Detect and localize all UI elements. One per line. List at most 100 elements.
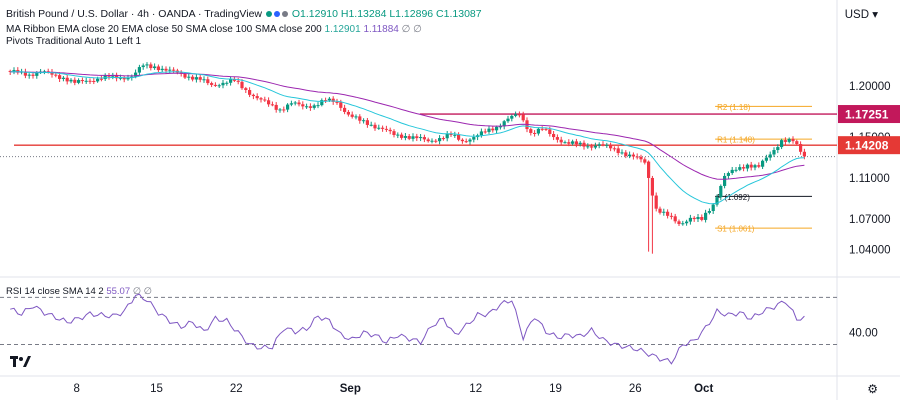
candle-body [61,77,65,79]
symbol-title[interactable]: British Pound / U.S. Dollar · 4h · OANDA… [6,8,262,20]
tradingview-logo-icon [10,356,31,367]
candle-body [286,104,290,110]
rsi-null-values: ∅ ∅ [132,286,152,297]
candle-body [12,70,16,72]
ohlc-values: O1.12910 H1.13284 L1.12896 C1.13087 [291,8,482,20]
pivot-label: P (1.092) [717,193,750,202]
candle-body [419,137,423,139]
candle-body [65,77,69,82]
candle-body [498,126,502,128]
candle-body [700,217,704,220]
candle-body [601,144,605,146]
candle-body [80,80,84,82]
candle-body [153,66,157,69]
ma-ribbon-label[interactable]: MA Ribbon EMA close 20 EMA close 50 SMA … [6,24,322,35]
candle-body [422,137,426,140]
candle-body [434,140,438,142]
candle-body [593,145,597,148]
candle-body [122,77,126,80]
candle-body [483,131,487,133]
pivots-label[interactable]: Pivots Traditional Auto 1 Left 1 [6,36,142,47]
pivot-label: S1 (1.061) [717,225,755,234]
candle-body [54,74,58,76]
candle-body [491,128,495,131]
candle-body [263,99,267,101]
candle-body [354,116,358,118]
candle-body [210,83,214,85]
candle-body [533,132,537,134]
candle-body [115,74,119,79]
rsi-legend[interactable]: RSI 14 close SMA 14 2 55.07 ∅ ∅ [6,286,152,297]
candle-body [521,114,525,121]
settings-gear-icon[interactable]: ⚙ [867,382,878,396]
candle-body [160,68,164,71]
candle-body [517,114,521,116]
x-tick-label: Oct [694,383,713,395]
candle-body [145,64,149,66]
candle-body [259,98,263,100]
candle-body [453,134,457,136]
delay-status-icon [281,11,288,18]
candle-body [563,142,567,144]
candle-body [506,118,510,122]
candle-body [248,90,252,95]
candle-body [270,104,274,106]
y-tick-label: 1.20000 [849,81,891,93]
candle-body [723,175,727,186]
x-tick-label: 26 [629,383,642,395]
candle-body [757,165,761,167]
candle-body [612,148,616,150]
candle-body [411,136,415,139]
candle-body [377,127,381,129]
candle-body [346,111,350,115]
candle-body [635,156,639,158]
candle-body [172,69,176,71]
symbol-header[interactable]: British Pound / U.S. Dollar · 4h · OANDA… [6,8,482,20]
candle-body [685,221,689,224]
candle-body [388,129,392,132]
candle-body [536,128,540,134]
candle-body [776,147,780,151]
y-tick-label: 1.04000 [849,245,891,257]
candle-body [502,121,506,127]
currency-menu[interactable]: USD ▾ [844,9,878,21]
candle-body [438,138,442,142]
data-source-icon [273,11,280,18]
candle-body [240,81,244,89]
candle-body [149,64,153,69]
candle-body [780,140,784,148]
rsi-line [10,293,805,365]
price-label-text: 1.14208 [845,139,889,153]
ma-ribbon-legend[interactable]: MA Ribbon EMA close 20 EMA close 50 SMA … [6,24,422,35]
y-tick-label: 1.07000 [849,214,891,226]
candle-body [23,71,27,76]
candle-body [662,211,666,213]
candle-body [472,137,476,140]
ma100-value: ∅ [401,24,411,35]
price-label-box [838,105,900,124]
candle-body [692,217,696,220]
candle-body [278,109,282,111]
candle-body [753,165,757,168]
candle-body [27,74,31,76]
market-status-icon [265,11,272,18]
candle-body [206,79,210,84]
candle-body [666,211,670,216]
rsi-tick-label: 40.00 [849,328,878,340]
candle-body [719,185,723,198]
candle-body [141,65,145,68]
rsi-label[interactable]: RSI 14 close SMA 14 2 [6,286,104,297]
candle-body [464,141,468,143]
candle-body [673,216,677,222]
candle-body [289,103,293,105]
candle-body [791,138,795,142]
candle-body [267,100,271,105]
candle-body [407,136,411,139]
candle-body [730,169,734,174]
candle-body [229,79,233,83]
candle-body [707,211,711,213]
pivots-legend[interactable]: Pivots Traditional Auto 1 Left 1 [6,36,141,47]
candle-body [35,72,39,76]
candle-body [495,126,499,131]
